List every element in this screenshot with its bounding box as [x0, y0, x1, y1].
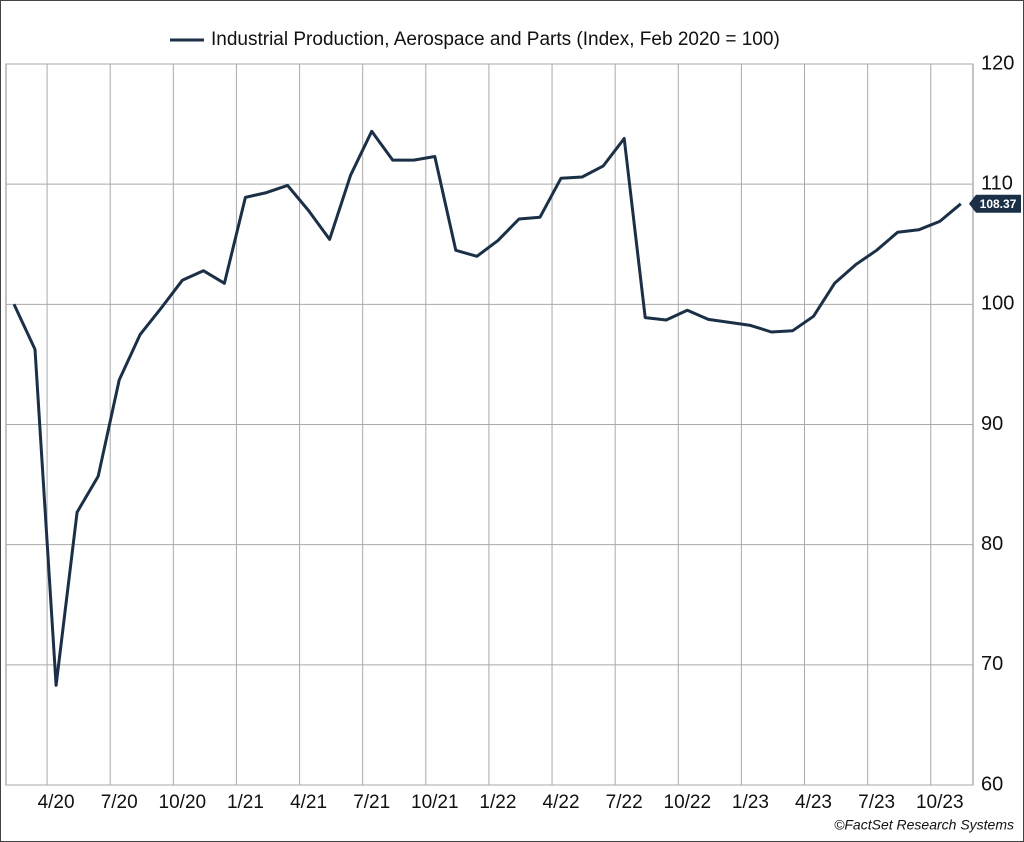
x-tick-label: 7/23: [858, 792, 895, 813]
y-tick-label: 120: [981, 52, 1014, 74]
x-tick-label: 1/21: [227, 792, 264, 813]
y-tick-label: 80: [981, 533, 1003, 555]
y-tick-label: 70: [981, 653, 1003, 675]
x-tick-label: 10/22: [664, 792, 712, 813]
last-value-badge: [969, 194, 1021, 213]
y-tick-label: 60: [981, 773, 1003, 795]
legend-label: Industrial Production, Aerospace and Par…: [211, 29, 780, 50]
y-tick-label: 90: [981, 413, 1003, 435]
x-tick-label: 1/23: [732, 792, 769, 813]
x-tick-label: 4/23: [795, 792, 832, 813]
x-tick-label: 10/23: [916, 792, 964, 813]
x-tick-label: 10/21: [411, 792, 459, 813]
source-note: ©FactSet Research Systems: [834, 817, 1014, 833]
x-tick-label: 1/22: [479, 792, 516, 813]
x-tick-label: 7/22: [606, 792, 643, 813]
y-tick-label: 100: [981, 293, 1014, 315]
x-tick-label: 4/20: [38, 792, 75, 813]
series-line: [12, 129, 962, 687]
x-tick-label: 4/21: [290, 792, 327, 813]
x-tick-label: 4/22: [543, 792, 580, 813]
x-tick-label: 7/20: [101, 792, 138, 813]
x-tick-label: 7/21: [353, 792, 390, 813]
y-tick-label: 110: [981, 172, 1013, 194]
last-value-label: 108.37: [980, 197, 1017, 211]
x-tick-label: 10/20: [159, 792, 207, 813]
